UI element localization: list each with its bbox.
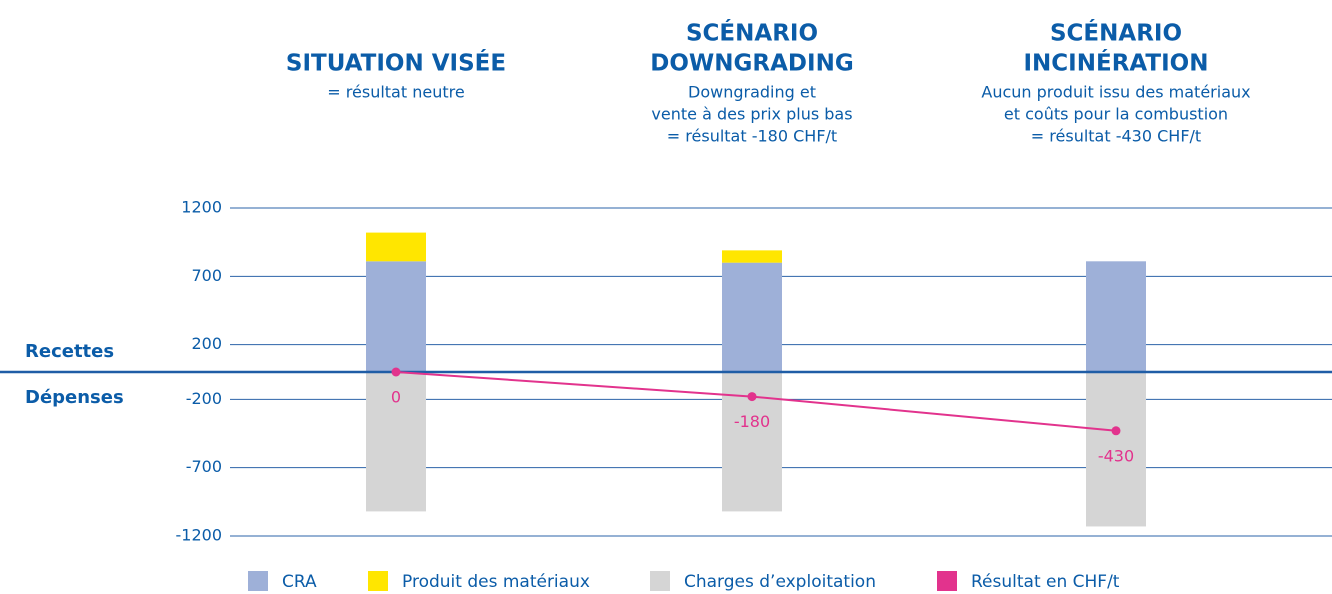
data-label: 0 bbox=[391, 388, 401, 407]
scenario-title: INCINÉRATION bbox=[1024, 49, 1209, 77]
bar bbox=[366, 372, 426, 512]
scenario-title: DOWNGRADING bbox=[650, 51, 853, 77]
scenario-subtitle: Downgrading et bbox=[688, 83, 816, 102]
y-tick-label: 200 bbox=[191, 334, 222, 353]
y-tick-label: -200 bbox=[186, 389, 222, 408]
legend-label: Charges d’exploitation bbox=[684, 572, 876, 592]
y-tick-label: -1200 bbox=[176, 526, 223, 545]
bar bbox=[722, 262, 782, 372]
scenario-title: SCÉNARIO bbox=[686, 19, 818, 47]
data-label: -180 bbox=[734, 412, 770, 431]
side-label: Recettes bbox=[25, 341, 114, 362]
legend-swatch bbox=[368, 571, 388, 591]
scenario-subtitle: et coûts pour la combustion bbox=[1004, 105, 1228, 124]
legend-swatch bbox=[937, 571, 957, 591]
bar bbox=[366, 261, 426, 372]
scenario-subtitle: = résultat neutre bbox=[327, 83, 464, 102]
scenario-subtitle: vente à des prix plus bas bbox=[651, 105, 852, 124]
bar bbox=[1086, 372, 1146, 527]
scenario-subtitle: = résultat -180 CHF/t bbox=[667, 127, 837, 146]
result-point bbox=[747, 392, 757, 402]
side-label: Dépenses bbox=[25, 387, 124, 408]
scenario-subtitle: Aucun produit issu des matériaux bbox=[981, 83, 1250, 102]
y-tick-label: -700 bbox=[186, 457, 222, 476]
legend-label: Résultat en CHF/t bbox=[971, 572, 1120, 592]
bar bbox=[1086, 261, 1146, 372]
legend-label: Produit des matériaux bbox=[402, 572, 590, 592]
y-tick-label: 1200 bbox=[181, 198, 222, 217]
y-tick-label: 700 bbox=[191, 266, 222, 285]
bar bbox=[366, 232, 426, 262]
data-label: -430 bbox=[1098, 446, 1134, 465]
scenario-title: SCÉNARIO bbox=[1050, 19, 1182, 47]
result-point bbox=[391, 367, 401, 377]
legend-swatch bbox=[650, 571, 670, 591]
scenario-title: SITUATION VISÉE bbox=[286, 49, 506, 77]
result-point bbox=[1111, 426, 1121, 436]
legend-swatch bbox=[248, 571, 268, 591]
bar bbox=[722, 250, 782, 263]
scenario-subtitle: = résultat -430 CHF/t bbox=[1031, 127, 1201, 146]
legend-label: CRA bbox=[282, 572, 317, 592]
